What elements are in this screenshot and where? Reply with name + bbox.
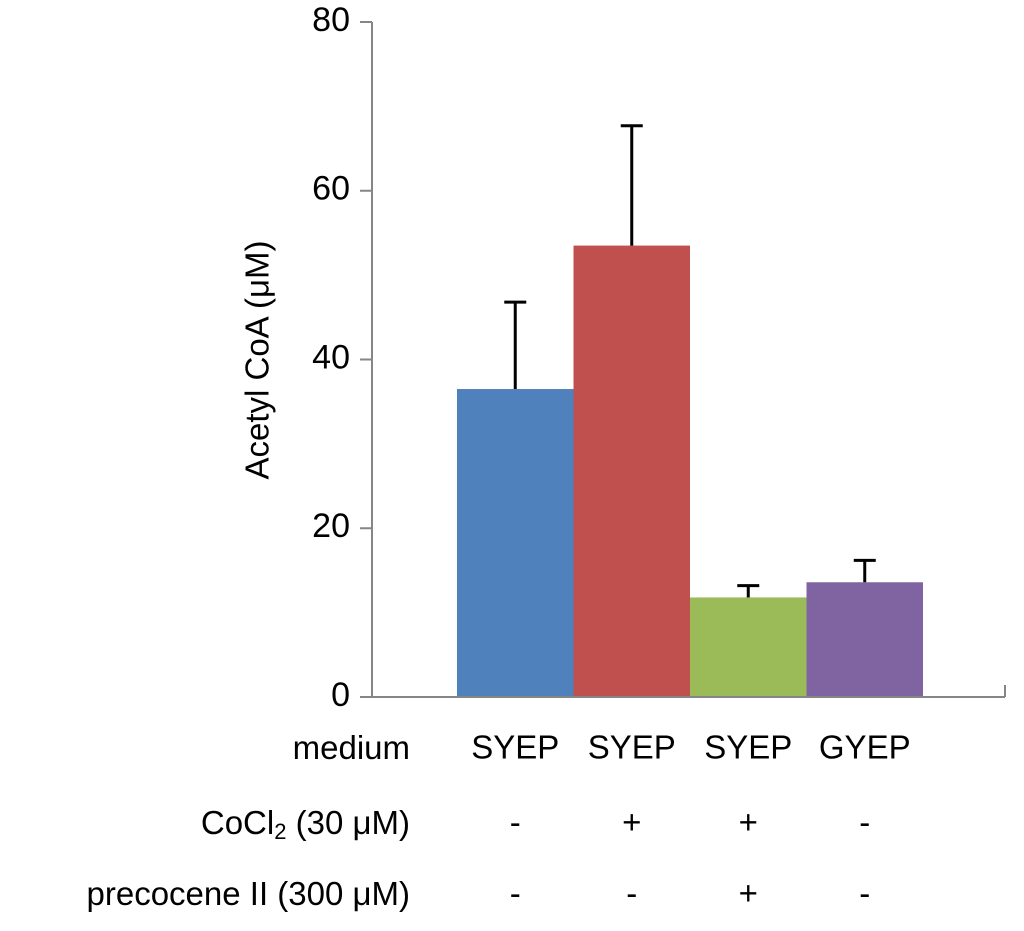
condition-cell: - <box>626 875 637 912</box>
condition-row-label: precocene II (300 μM) <box>87 875 411 912</box>
row-label-main: precocene II (300 μM) <box>87 875 411 912</box>
condition-cell: + <box>622 804 641 841</box>
row-label-main: medium <box>293 729 410 766</box>
condition-cell: + <box>739 804 758 841</box>
y-tick-label: 20 <box>312 507 350 545</box>
condition-cell: - <box>510 875 521 912</box>
condition-row-label: medium <box>293 729 410 766</box>
condition-cell: - <box>859 804 870 841</box>
condition-cell: GYEP <box>819 729 911 766</box>
y-tick-label: 40 <box>312 338 350 376</box>
condition-table: medium SYEP SYEP SYEP GYEP CoCl2 (30 μM) - + + - p… <box>87 729 911 912</box>
row-label-subscript: 2 <box>274 819 286 844</box>
condition-cell: - <box>859 875 870 912</box>
y-tick-label: 80 <box>312 1 350 39</box>
error-bars <box>504 124 876 598</box>
y-axis-title: Acetyl CoA (μM) <box>239 240 276 479</box>
bar <box>573 245 690 697</box>
y-tick-label: 0 <box>331 676 350 714</box>
condition-cell: SYEP <box>704 729 792 766</box>
bar <box>457 389 574 697</box>
axes <box>371 22 1006 698</box>
y-axis-ticks: 0 20 40 60 80 <box>312 1 372 714</box>
condition-cell: SYEP <box>471 729 559 766</box>
bar <box>690 597 807 697</box>
bar <box>806 582 923 697</box>
condition-cell: SYEP <box>588 729 676 766</box>
bars <box>457 245 923 697</box>
y-tick-label: 60 <box>312 170 350 208</box>
condition-cell: - <box>510 804 521 841</box>
row-label-tail: (30 μM) <box>286 804 410 841</box>
row-label-main: CoCl <box>201 804 274 841</box>
condition-row-label: CoCl2 (30 μM) <box>201 804 410 844</box>
condition-cell: + <box>739 875 758 912</box>
